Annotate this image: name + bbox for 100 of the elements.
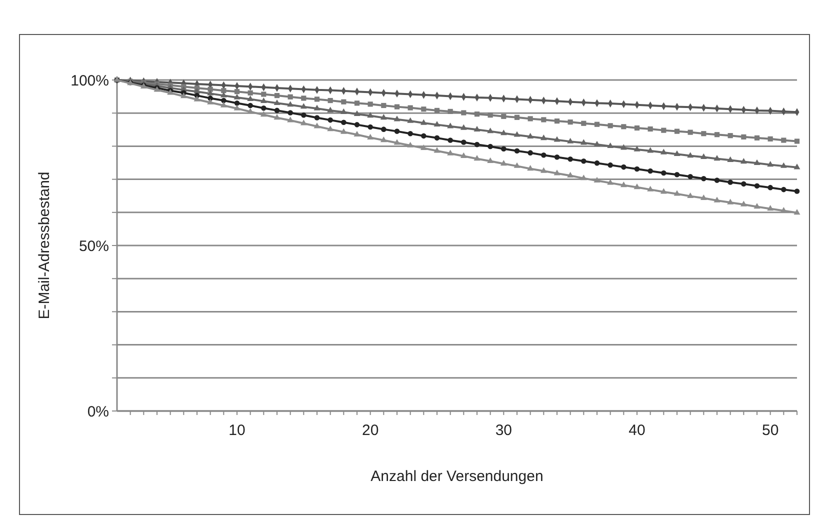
point <box>634 184 640 190</box>
point <box>207 98 214 104</box>
point <box>607 179 614 185</box>
point <box>661 128 666 133</box>
point <box>488 144 493 150</box>
point <box>634 125 640 131</box>
y-tick-label: 50% <box>78 238 109 255</box>
point <box>528 150 533 156</box>
point <box>274 108 280 114</box>
point <box>234 94 240 100</box>
point <box>674 172 680 178</box>
point <box>394 128 400 134</box>
point <box>647 186 654 192</box>
point <box>540 167 547 173</box>
point <box>448 108 453 114</box>
point <box>794 138 800 144</box>
point <box>621 164 626 170</box>
x-tick-label: 10 <box>228 422 246 439</box>
point <box>581 120 586 126</box>
point <box>194 96 200 102</box>
point <box>740 158 747 164</box>
point <box>674 128 680 134</box>
point <box>274 99 280 106</box>
point <box>780 162 787 168</box>
point <box>434 135 440 141</box>
point <box>314 122 320 128</box>
point <box>300 120 307 126</box>
point <box>580 174 587 180</box>
point <box>754 159 760 165</box>
point <box>420 119 427 125</box>
point <box>700 153 707 159</box>
point <box>287 101 294 107</box>
point <box>688 174 693 180</box>
point <box>301 96 306 101</box>
point <box>554 136 560 142</box>
point <box>768 136 773 142</box>
point <box>768 184 773 190</box>
point <box>754 203 760 209</box>
point <box>367 112 374 118</box>
point <box>487 128 494 134</box>
point <box>407 117 414 123</box>
point <box>767 161 774 167</box>
point <box>474 112 480 117</box>
point <box>714 196 720 202</box>
point <box>527 164 534 171</box>
point <box>460 124 467 130</box>
point <box>287 116 294 122</box>
point <box>500 160 507 166</box>
point <box>180 92 187 98</box>
point <box>221 88 226 94</box>
point <box>501 146 506 152</box>
point <box>234 100 240 106</box>
point <box>274 114 280 120</box>
point <box>594 176 600 182</box>
x-axis-title: Anzahl der Versendungen <box>370 468 544 485</box>
point <box>608 162 613 168</box>
y-tick-label: 0% <box>87 403 109 420</box>
point <box>448 138 453 143</box>
point <box>634 166 640 172</box>
point <box>714 178 720 183</box>
point <box>620 144 627 150</box>
point <box>527 132 534 138</box>
point <box>368 102 373 107</box>
point <box>634 146 640 152</box>
point <box>541 152 546 158</box>
point <box>688 130 693 135</box>
x-tick-label: 30 <box>495 422 512 439</box>
point <box>568 119 573 125</box>
point <box>728 133 733 138</box>
point <box>474 155 480 161</box>
point <box>421 133 426 139</box>
point <box>754 183 760 189</box>
point <box>354 100 360 106</box>
point <box>380 136 387 142</box>
point <box>740 200 747 206</box>
point <box>554 170 560 176</box>
point <box>407 142 414 148</box>
point <box>354 130 360 136</box>
x-tick-label: 40 <box>628 422 646 439</box>
point <box>500 130 507 136</box>
point <box>528 116 533 122</box>
point <box>647 147 654 153</box>
point <box>687 192 694 198</box>
point <box>514 114 520 120</box>
point <box>247 95 254 102</box>
point <box>794 209 800 215</box>
point <box>594 122 600 127</box>
point <box>781 186 786 192</box>
point <box>514 148 520 154</box>
point <box>247 108 254 114</box>
point <box>568 156 573 162</box>
point <box>700 194 707 200</box>
point <box>488 112 493 118</box>
point <box>341 99 346 104</box>
point <box>661 170 666 176</box>
point <box>314 115 320 120</box>
point <box>301 112 306 118</box>
point <box>767 205 774 211</box>
point <box>660 188 667 194</box>
point <box>741 134 746 140</box>
